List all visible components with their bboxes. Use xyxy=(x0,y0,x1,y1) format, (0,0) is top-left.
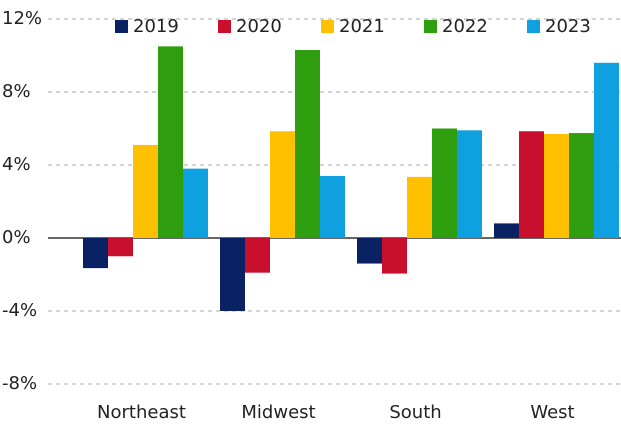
legend-swatch xyxy=(218,20,231,33)
x-tick-label: South xyxy=(389,402,441,423)
x-tick-label: Northeast xyxy=(97,402,186,423)
bar xyxy=(133,144,158,238)
x-tick-label: Midwest xyxy=(241,402,315,423)
legend-swatch xyxy=(321,20,334,33)
bar xyxy=(407,176,432,238)
bar xyxy=(432,128,457,238)
y-tick-label: 4% xyxy=(2,154,31,175)
legend-label: 2023 xyxy=(545,16,591,37)
legend-swatch xyxy=(527,20,540,33)
legend-label: 2022 xyxy=(442,16,488,37)
bar xyxy=(569,133,594,238)
bar xyxy=(245,238,270,273)
bar xyxy=(83,238,108,269)
y-tick-label: 12% xyxy=(2,8,42,29)
bar xyxy=(457,130,482,238)
bar xyxy=(158,46,183,238)
bar xyxy=(494,223,519,238)
y-tick-label: 8% xyxy=(2,81,31,102)
bar xyxy=(357,238,382,264)
bar xyxy=(544,133,569,238)
legend-label: 2019 xyxy=(133,16,179,37)
bar xyxy=(220,238,245,311)
bar xyxy=(382,238,407,274)
legend-swatch xyxy=(424,20,437,33)
y-tick-label: -4% xyxy=(2,300,37,321)
bar xyxy=(519,131,544,238)
bar xyxy=(183,168,208,238)
y-tick-label: -8% xyxy=(2,373,37,394)
bar xyxy=(270,131,295,238)
bar xyxy=(594,62,619,238)
bar xyxy=(108,238,133,257)
x-tick-label: West xyxy=(530,402,574,423)
legend-label: 2020 xyxy=(236,16,282,37)
bar xyxy=(320,175,345,238)
y-tick-label: 0% xyxy=(2,227,31,248)
legend-label: 2021 xyxy=(339,16,385,37)
bar xyxy=(295,50,320,239)
legend-swatch xyxy=(115,20,128,33)
